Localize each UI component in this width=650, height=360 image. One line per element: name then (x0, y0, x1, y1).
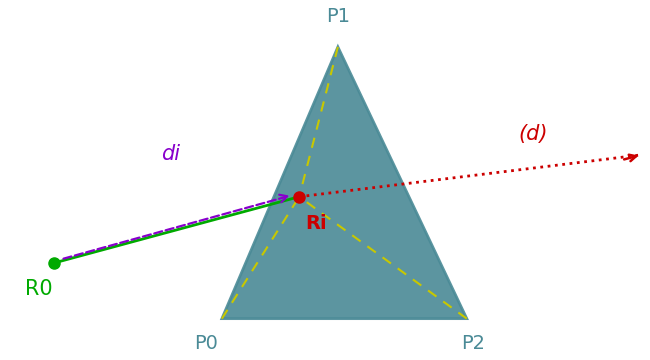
Text: Ri: Ri (306, 214, 328, 233)
Text: R0: R0 (25, 279, 53, 298)
Text: (d): (d) (518, 125, 548, 144)
Text: di: di (161, 144, 179, 164)
Text: P1: P1 (326, 7, 350, 26)
Polygon shape (222, 47, 467, 319)
Text: P0: P0 (194, 334, 218, 353)
Text: P2: P2 (462, 334, 485, 353)
